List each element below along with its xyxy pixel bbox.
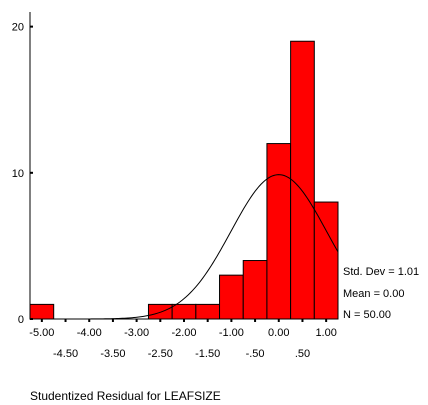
x-tick-label: -4.50 [53, 348, 78, 360]
x-tick-label: .50 [295, 348, 310, 360]
histogram-bar [147, 303, 173, 320]
x-tick-label: 1.00 [315, 327, 336, 339]
x-tick-label: -3.00 [124, 327, 149, 339]
x-tick-label: -1.50 [195, 348, 220, 360]
y-tick-label: 10 [12, 168, 24, 180]
x-tick-label: -3.50 [100, 348, 125, 360]
histogram-bar [171, 303, 197, 320]
y-tick-label: 20 [12, 22, 24, 34]
x-tick-label: -1.00 [219, 327, 244, 339]
x-axis-title: Studentized Residual for LEAFSIZE [30, 389, 221, 403]
x-tick-label: -2.00 [171, 327, 196, 339]
stat-std-dev: Std. Dev = 1.01 [343, 266, 419, 278]
x-tick-label: -.50 [246, 348, 265, 360]
x-tick-label: -4.00 [77, 327, 102, 339]
histogram-bar [195, 303, 221, 320]
y-tick-label: 0 [18, 314, 24, 326]
x-tick-label: 0.00 [268, 327, 289, 339]
y-axis-ticks: 0 10 20 [12, 22, 33, 326]
histogram-bar [266, 143, 292, 320]
histogram-bar [242, 260, 268, 320]
stat-mean: Mean = 0.00 [343, 288, 404, 300]
histogram-bar [219, 274, 244, 320]
histogram-bar [313, 201, 339, 320]
histogram-bar [290, 40, 315, 320]
x-tick-label: -2.50 [148, 348, 173, 360]
stat-n: N = 50.00 [343, 309, 391, 321]
histogram-bar [29, 303, 55, 320]
x-axis-ticks: -5.00 -4.00 -3.00 -2.00 -1.00 0.00 1.00 -4.50 -3… [29, 319, 337, 360]
x-tick-label: -5.00 [29, 327, 54, 339]
histogram-bars [29, 40, 339, 320]
